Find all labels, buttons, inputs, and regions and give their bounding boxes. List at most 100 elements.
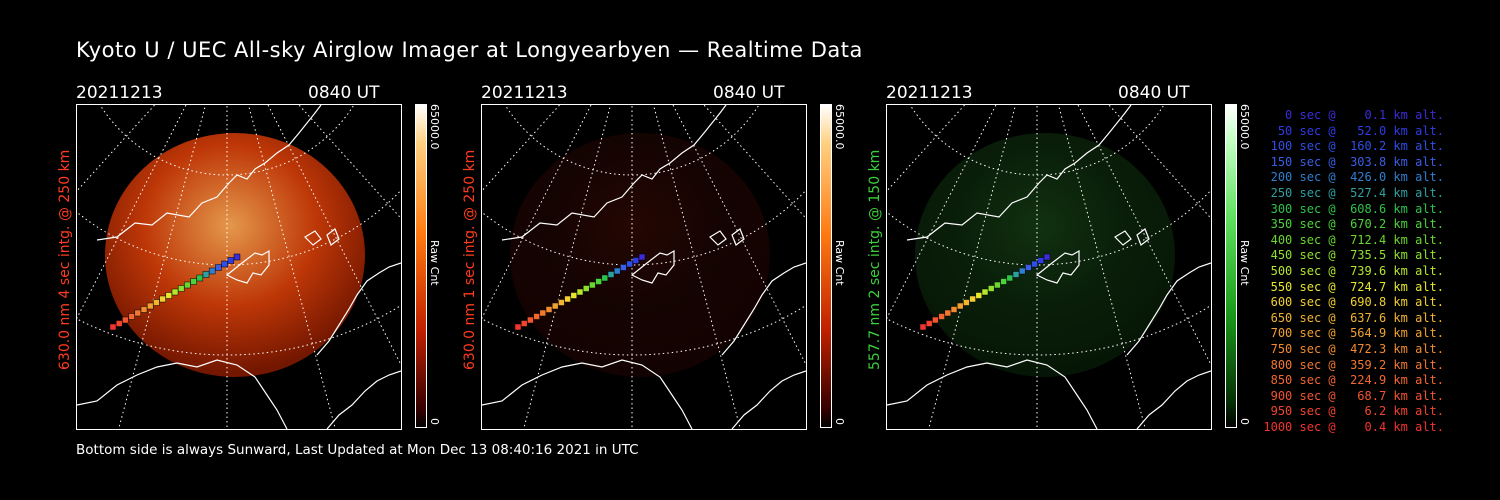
allsky-map [482, 105, 806, 429]
trajectory-marker [165, 292, 173, 299]
legend-row: 350 sec @ 670.2 km alt. [1263, 217, 1444, 232]
legend-row: 300 sec @ 608.6 km alt. [1263, 201, 1444, 216]
trajectory-marker [994, 281, 1001, 289]
trajectory-marker [1012, 271, 1020, 278]
trajectory-marker [626, 260, 633, 268]
legend-row: 450 sec @ 735.5 km alt. [1263, 248, 1444, 263]
colorbar-unit: Raw Cnt [428, 240, 441, 286]
grid-line [887, 105, 997, 319]
legend-row: 0 sec @ 0.1 km alt. [1263, 108, 1444, 122]
panel-time: 0840 UT [713, 83, 785, 103]
coastline [304, 228, 340, 246]
trajectory-marker [932, 316, 939, 324]
panel-date: 20211213 [886, 83, 973, 103]
trajectory-marker [620, 264, 627, 271]
trajectory-marker [146, 302, 154, 310]
trajectory-marker [969, 295, 976, 303]
legend-row: 600 sec @ 690.8 km alt. [1263, 295, 1444, 310]
grid-line [77, 105, 187, 319]
trajectory-marker [140, 306, 148, 313]
legend-row: 700 sec @ 564.9 km alt. [1263, 326, 1444, 341]
trajectory-marker [595, 278, 602, 285]
trajectory-marker [177, 285, 185, 292]
coastline [482, 359, 693, 429]
colorbar [820, 104, 832, 428]
legend-row: 400 sec @ 712.4 km alt. [1263, 232, 1444, 247]
colorbar-unit: Raw Cnt [833, 240, 846, 286]
legend-row: 650 sec @ 637.6 km alt. [1263, 310, 1444, 325]
trajectory-marker [1037, 257, 1045, 264]
trajectory-marker [221, 260, 228, 268]
coastline [225, 249, 270, 284]
legend-row: 50 sec @ 52.0 km alt. [1263, 123, 1444, 138]
grid-line [118, 105, 207, 429]
legend-row: 250 sec @ 527.4 km alt. [1263, 185, 1444, 200]
panel-date: 20211213 [76, 83, 163, 103]
coastline [1035, 249, 1080, 284]
allsky-map [77, 105, 401, 429]
legend-row: 550 sec @ 724.7 km alt. [1263, 279, 1444, 294]
trajectory-marker [514, 323, 522, 331]
allsky-map [887, 105, 1211, 429]
trajectory-marker [1025, 264, 1032, 271]
trajectory-marker [153, 299, 160, 306]
legend-row: 950 sec @ 6.2 km alt. [1263, 404, 1444, 419]
legend-row: 100 sec @ 160.2 km alt. [1263, 139, 1444, 154]
trajectory-marker [564, 295, 571, 303]
trajectory-marker [589, 281, 596, 289]
coastline [709, 228, 745, 246]
coastline [731, 370, 806, 429]
trajectory-marker [109, 323, 117, 331]
legend-row: 150 sec @ 303.8 km alt. [1263, 154, 1444, 169]
trajectory-marker [227, 257, 235, 264]
allsky-image [76, 104, 402, 430]
trajectory-marker [159, 295, 166, 303]
trajectory-marker [1031, 260, 1038, 268]
trajectory-marker [1000, 278, 1007, 285]
panel-time: 0840 UT [308, 83, 380, 103]
trajectory-marker [539, 309, 547, 317]
trajectory-marker [956, 302, 964, 310]
trajectory-marker [601, 274, 609, 282]
trajectory-marker [122, 316, 129, 324]
coastline [906, 105, 1132, 241]
trajectory-marker [1006, 274, 1014, 282]
legend-row: 200 sec @ 426.0 km alt. [1263, 170, 1444, 185]
trajectory-marker [171, 288, 179, 296]
coastline [77, 359, 288, 429]
grid-line [672, 105, 806, 366]
panel-side-label: 630.0 nm 1 sec intg. @ 250 km [462, 149, 478, 370]
coastline [1114, 228, 1150, 246]
colorbar [415, 104, 427, 428]
grid-line [1077, 105, 1211, 366]
trajectory-marker [944, 309, 952, 317]
footer-status: Bottom side is always Sunward, Last Upda… [76, 442, 639, 458]
page-title: Kyoto U / UEC All-sky Airglow Imager at … [76, 38, 863, 62]
allsky-image [886, 104, 1212, 430]
trajectory-marker [632, 257, 640, 264]
coastline [721, 262, 806, 356]
trajectory-marker [981, 288, 989, 296]
trajectory-marker [533, 313, 540, 320]
trajectory-marker [215, 264, 222, 271]
panel-date: 20211213 [481, 83, 568, 103]
trajectory-marker [527, 316, 534, 324]
trajectory-marker [190, 278, 197, 285]
grid-line [1057, 105, 1146, 429]
legend-row: 900 sec @ 68.7 km alt. [1263, 388, 1444, 403]
colorbar [1225, 104, 1237, 428]
coastline [316, 262, 401, 356]
coastline [326, 370, 401, 429]
trajectory-marker [1018, 267, 1026, 275]
legend-row: 850 sec @ 224.9 km alt. [1263, 373, 1444, 388]
trajectory-marker [551, 302, 559, 310]
trajectory-marker [582, 285, 590, 292]
trajectory-marker [134, 309, 142, 317]
colorbar-max: 65000.0 [428, 104, 441, 150]
trajectory-marker [1043, 253, 1051, 261]
colorbar-min: 0 [428, 418, 441, 425]
trajectory-marker [202, 271, 210, 278]
trajectory-marker [950, 306, 958, 313]
panel-time: 0840 UT [1118, 83, 1190, 103]
grid-line [267, 105, 401, 366]
